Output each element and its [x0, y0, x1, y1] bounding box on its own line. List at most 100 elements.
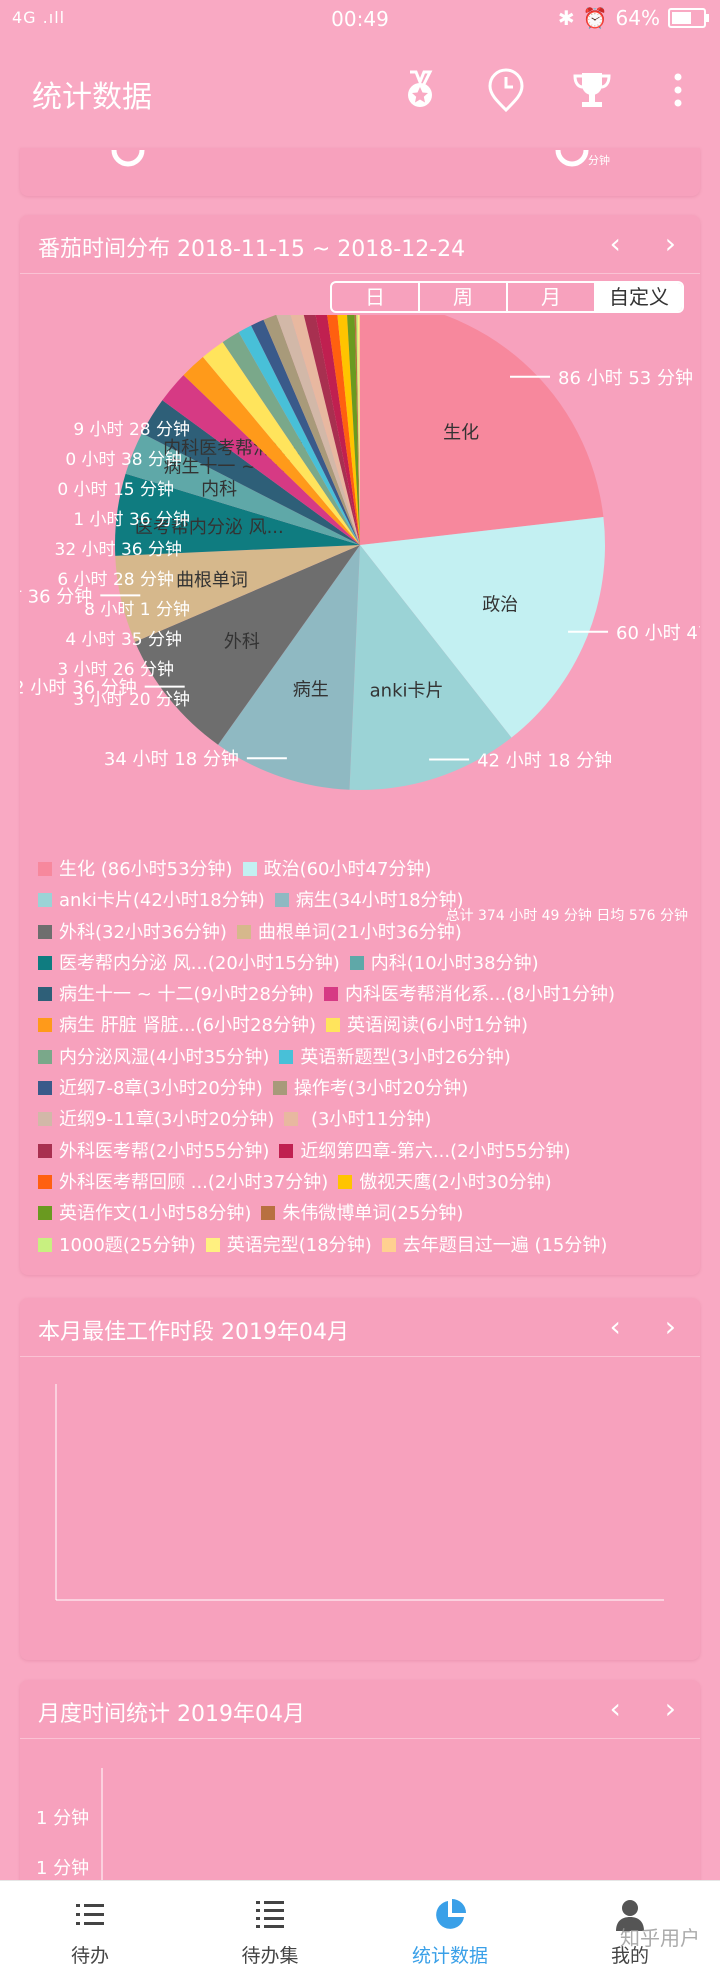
legend-label: 1000题(25分钟): [59, 1234, 196, 1256]
pie-card-title: 番茄时间分布 2018-11-15 ~ 2018-12-24: [38, 237, 466, 262]
legend-label: 病生 肝脏 肾脏...(6小时28分钟): [59, 1015, 317, 1037]
segment-option[interactable]: 月: [506, 283, 594, 311]
pie-slice[interactable]: [325, 315, 360, 545]
pie-slice[interactable]: [218, 545, 360, 790]
clock-pin-icon[interactable]: [484, 68, 528, 112]
pie-slice[interactable]: [115, 545, 361, 642]
legend-item[interactable]: 医考帮内分泌 风...(20小时15分钟): [36, 949, 340, 975]
pie-slice[interactable]: [357, 315, 360, 545]
legend-item[interactable]: 外科(32小时36分钟): [36, 918, 227, 944]
tab-statistics[interactable]: 统计数据: [360, 1881, 540, 1974]
pie-slice[interactable]: [125, 433, 361, 545]
pie-slice[interactable]: [251, 319, 360, 545]
pie-callout-label: 32 小时 36 分钟: [20, 678, 137, 699]
pie-next-button[interactable]: ›: [664, 227, 676, 260]
user-icon: [616, 1900, 644, 1931]
pie-slice[interactable]: [356, 315, 360, 545]
legend-item[interactable]: 生化 (86小时53分钟): [36, 855, 233, 881]
legend-item[interactable]: 英语作文(1小时58分钟): [36, 1199, 251, 1225]
pie-slice[interactable]: [162, 375, 360, 545]
legend-item[interactable]: 曲根单词(21小时36分钟): [235, 918, 462, 944]
legend-label: 病生(34小时18分钟): [295, 890, 464, 912]
legend-item[interactable]: 操作考(3小时20分钟): [271, 1074, 468, 1100]
legend-item[interactable]: 朱伟微博单词(25分钟): [259, 1199, 463, 1225]
legend-item[interactable]: 外科医考帮回顾 ...(2小时37分钟): [36, 1168, 328, 1194]
tab-mine[interactable]: 我的: [540, 1881, 720, 1974]
monthly-card-header: 月度时间统计 2019年04月 ‹ ›: [20, 1680, 700, 1739]
legend-item[interactable]: 内分泌风湿(4小时35分钟): [36, 1043, 269, 1069]
monthly-next-button[interactable]: ›: [664, 1692, 676, 1725]
legend-item[interactable]: 去年题目过一遍 (15分钟): [380, 1231, 607, 1257]
monthly-y-tick: 1 分钟: [36, 1808, 90, 1829]
legend-label: 曲根单词(21小时36分钟): [257, 921, 462, 943]
legend-item[interactable]: anki卡片(42小时18分钟): [36, 886, 265, 912]
pie-slice[interactable]: [238, 325, 360, 545]
legend-item[interactable]: 近纲9-11章(3小时20分钟): [36, 1105, 274, 1131]
legend-item[interactable]: 英语阅读(6小时1分钟): [324, 1011, 528, 1037]
legend-item[interactable]: 1000题(25分钟): [36, 1231, 196, 1257]
legend-item[interactable]: 外科医考帮(2小时55分钟): [36, 1137, 269, 1163]
battery-percent: 64%: [615, 6, 660, 30]
legend-swatch: [326, 1018, 341, 1033]
legend-item[interactable]: 内科医考帮消化系...(8小时1分钟): [322, 980, 615, 1006]
monthly-prev-button[interactable]: ‹: [609, 1692, 621, 1725]
legend-item[interactable]: 英语新题型(3小时26分钟): [277, 1043, 511, 1069]
legend-item[interactable]: 傲视天鹰(2小时30分钟): [336, 1168, 552, 1194]
signal-indicator: 4G .ıll: [12, 8, 66, 27]
tab-todo-set[interactable]: 待办集: [180, 1881, 360, 1974]
legend-label: (3小时11分钟): [305, 1109, 432, 1131]
legend-swatch: [38, 1143, 52, 1158]
medal-icon[interactable]: [398, 68, 442, 112]
pie-slice[interactable]: [360, 315, 604, 545]
legend-swatch: [38, 987, 52, 1002]
page-title: 统计数据: [32, 80, 152, 115]
legend-swatch: [338, 1174, 353, 1189]
pie-slice[interactable]: [354, 315, 360, 545]
legend-item[interactable]: (3小时11分钟): [282, 1105, 431, 1131]
legend-swatch: [381, 1237, 396, 1252]
pie-callout-label: 86 小时 53 分钟: [558, 368, 693, 389]
pie-slice[interactable]: [183, 356, 360, 545]
pie-slice[interactable]: [359, 315, 360, 545]
pie-slice[interactable]: [263, 315, 360, 545]
pie-slice[interactable]: [115, 473, 361, 556]
trophy-icon[interactable]: [570, 68, 614, 112]
pie-slice[interactable]: [134, 545, 360, 745]
segment-option[interactable]: 日: [365, 285, 385, 309]
legend-row: anki卡片(42小时18分钟) 病生(34小时18分钟): [36, 886, 696, 917]
legend-item[interactable]: 政治(60小时47分钟): [241, 855, 431, 881]
segment-option[interactable]: 自定义: [594, 283, 682, 311]
legend-item[interactable]: 近纲7-8章(3小时20分钟): [36, 1074, 263, 1100]
best-prev-button[interactable]: ‹: [609, 1310, 621, 1343]
pie-slice[interactable]: [141, 400, 360, 545]
pie-prev-button[interactable]: ‹: [609, 227, 621, 260]
legend-label: 近纲第四章-第六...(2小时55分钟): [300, 1140, 571, 1162]
legend-row: 生化 (86小时53分钟) 政治(60小时47分钟): [36, 855, 696, 886]
legend-label: 英语作文(1小时58分钟): [59, 1203, 252, 1225]
legend-item[interactable]: 内科(10小时38分钟): [348, 949, 539, 975]
pie-slice[interactable]: [336, 315, 360, 545]
pie-slice[interactable]: [202, 342, 360, 545]
pie-slice[interactable]: [360, 517, 605, 738]
pie-slice[interactable]: [346, 315, 360, 545]
pie-slice[interactable]: [349, 545, 512, 790]
legend-swatch: [38, 1237, 52, 1252]
tab-label: 我的: [610, 1945, 649, 1967]
range-segmented-control[interactable]: 日 周月自定义: [330, 281, 684, 313]
tab-todo[interactable]: 待办: [0, 1881, 180, 1974]
legend-label: 内分泌风湿(4小时35分钟): [59, 1046, 270, 1068]
status-time: 00:49: [331, 7, 389, 31]
more-vertical-icon[interactable]: [656, 68, 700, 112]
legend-item[interactable]: 近纲第四章-第六...(2小时55分钟): [277, 1137, 570, 1163]
pie-slice[interactable]: [222, 332, 360, 545]
legend-item[interactable]: 病生十一 ~ 十二(9小时28分钟): [36, 980, 314, 1006]
legend-item[interactable]: 病生 肝脏 肾脏...(6小时28分钟): [36, 1011, 316, 1037]
legend-item[interactable]: 病生(34小时18分钟): [273, 886, 464, 912]
tab-label: 统计数据: [411, 1945, 488, 1967]
arc-right: [555, 149, 589, 167]
segment-option[interactable]: 周: [418, 283, 506, 311]
pie-slice[interactable]: [314, 315, 360, 545]
pie-callout-label: 21 小时 36 分钟: [20, 586, 92, 607]
best-next-button[interactable]: ›: [664, 1310, 676, 1343]
legend-item[interactable]: 英语完型(18分钟): [204, 1231, 372, 1257]
